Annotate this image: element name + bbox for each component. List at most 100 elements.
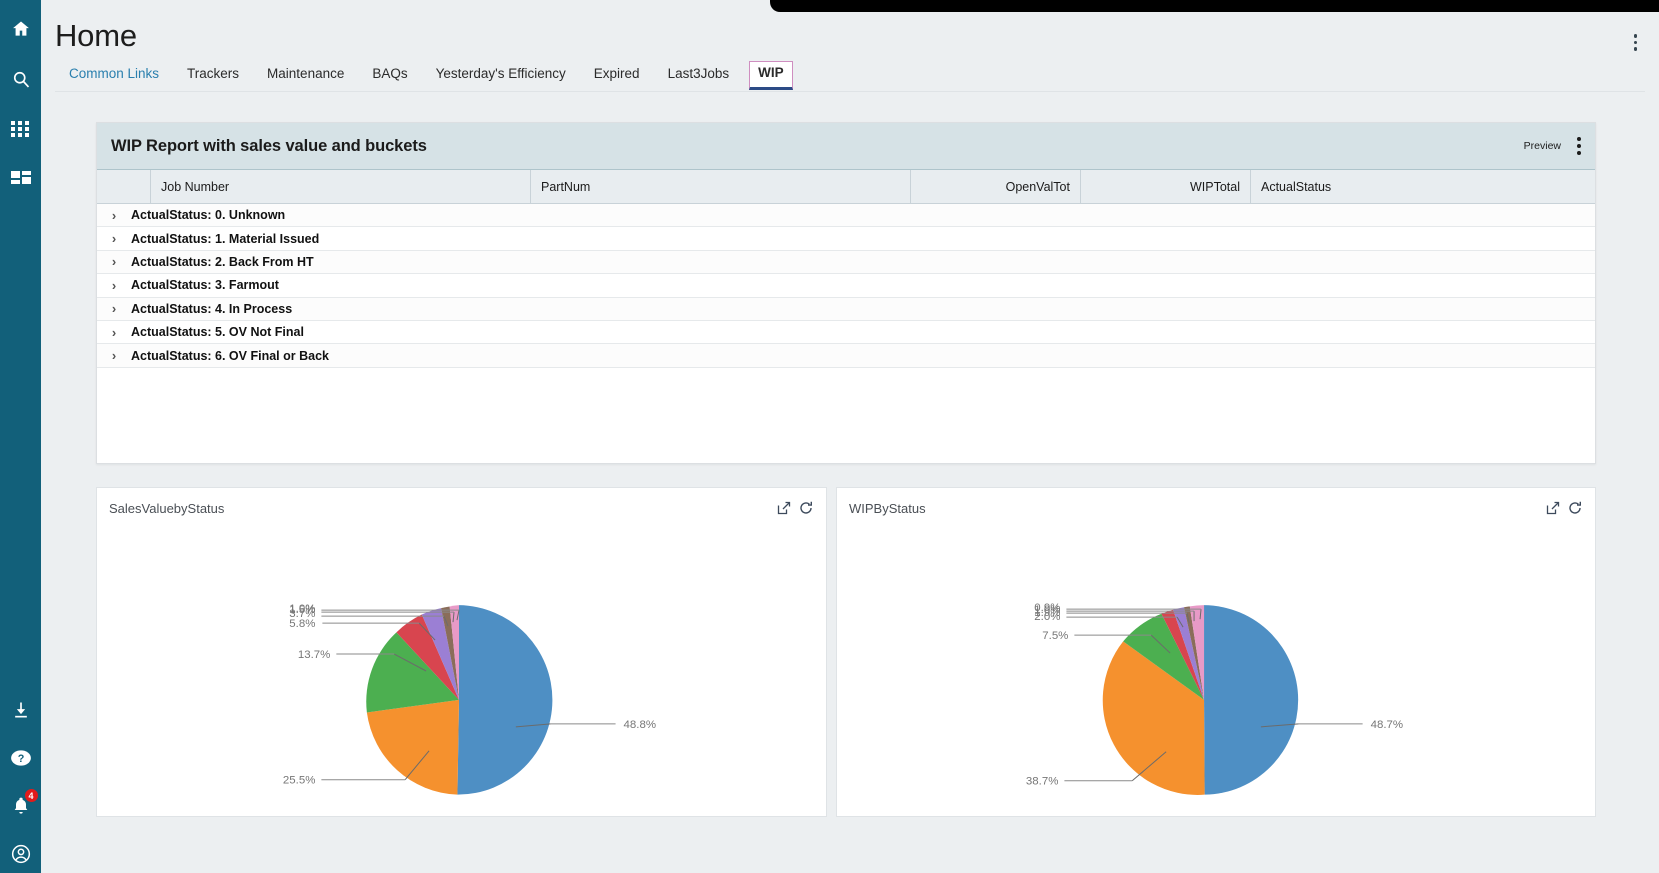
refresh-icon[interactable] <box>798 500 814 516</box>
row-expand-chevron-icon[interactable]: › <box>111 254 117 270</box>
wip-grid-body: › ActualStatus: 0. Unknown › ActualStatu… <box>97 204 1595 368</box>
panel-header: WIPByStatus <box>837 488 1595 528</box>
rail-top-group <box>6 0 36 194</box>
home-icon[interactable] <box>6 14 36 44</box>
help-icon[interactable]: ? <box>6 743 36 773</box>
pie-slice-0-unknown[interactable] <box>1204 605 1299 795</box>
pie-slices <box>366 605 553 795</box>
download-icon[interactable] <box>6 695 36 725</box>
row-expand-chevron-icon[interactable]: › <box>111 231 117 247</box>
kebab-dot <box>1633 47 1637 51</box>
tab-expired[interactable]: Expired <box>593 66 640 81</box>
pie-label-6: 1.0% <box>289 603 315 615</box>
open-in-new-window-icon[interactable] <box>776 500 792 516</box>
wip-grid-header-row: Job Number PartNum OpenValTot WIPTotal A… <box>97 170 1595 204</box>
pie-slice-3-farmout[interactable] <box>1161 609 1205 700</box>
pie-label-3: 2.0% <box>1034 611 1060 623</box>
window-notch <box>770 0 1659 12</box>
page-title: Home <box>55 18 137 53</box>
pie-slice-2-back-from-ht[interactable] <box>366 632 460 713</box>
card-overflow-menu-button[interactable] <box>1577 137 1581 155</box>
pie-leader-lines <box>1064 608 1363 782</box>
pie-chart-svg: 48.8% 25.5% 13.7% 5.8% 3.7% 1.5% 1.0% <box>283 603 656 795</box>
pie-slice-4-in-process[interactable] <box>421 608 460 700</box>
column-header-actualstatus[interactable]: ActualStatus <box>1261 179 1332 194</box>
wip-report-card-header: WIP Report with sales value and buckets … <box>97 123 1595 170</box>
pie-label-5: 1.5% <box>289 604 315 616</box>
row-expand-chevron-icon[interactable]: › <box>111 277 117 293</box>
tab-baqs[interactable]: BAQs <box>372 66 408 81</box>
dashboard-icon[interactable] <box>6 164 36 194</box>
pie-leader-lines <box>321 609 616 781</box>
table-row[interactable]: › ActualStatus: 3. Farmout <box>97 274 1595 298</box>
page-overflow-menu-button[interactable] <box>1633 34 1637 51</box>
pie-slice-0-unknown[interactable] <box>457 605 553 795</box>
pie-label-1: 25.5% <box>283 775 315 787</box>
panel-title: WIPByStatus <box>849 500 926 516</box>
row-expand-chevron-icon[interactable]: › <box>111 324 117 340</box>
open-in-new-window-icon[interactable] <box>1545 500 1561 516</box>
tab-maintenance[interactable]: Maintenance <box>267 66 345 81</box>
tab-yesterdays-efficiency[interactable]: Yesterday's Efficiency <box>435 66 566 81</box>
page-header: Home <box>41 0 1659 54</box>
pie-label-1: 38.7% <box>1026 776 1058 788</box>
table-row[interactable]: › ActualStatus: 2. Back From HT <box>97 250 1595 275</box>
pie-value-labels: 48.7% 38.7% 7.5% 2.0% 1.9% 1.0% 0.9% <box>1026 602 1403 788</box>
table-row[interactable]: › ActualStatus: 1. Material Issued <box>97 227 1595 251</box>
pie-slice-6-ov-final-or-back[interactable] <box>449 605 460 700</box>
kebab-dot <box>1633 34 1637 38</box>
card-header-actions: Preview <box>1524 137 1581 155</box>
wip-report-title: WIP Report with sales value and buckets <box>111 136 427 155</box>
preview-label[interactable]: Preview <box>1523 140 1561 152</box>
row-expand-chevron-icon[interactable]: › <box>111 207 117 223</box>
column-header-job-number[interactable]: Job Number <box>151 170 531 203</box>
row-expand-chevron-icon[interactable]: › <box>111 301 117 317</box>
column-header-wiptotal[interactable]: WIPTotal <box>1081 170 1251 203</box>
sales-value-by-status-panel: SalesValuebyStatus <box>96 487 827 817</box>
group-row-label: ActualStatus: 5. OV Not Final <box>131 325 304 340</box>
row-expand-chevron-icon[interactable]: › <box>111 348 117 364</box>
kebab-dot <box>1577 151 1581 155</box>
apps-grid-icon[interactable] <box>6 114 36 144</box>
panel-header-actions <box>776 500 814 516</box>
pie-slice-6-ov-final-or-back[interactable] <box>1189 605 1205 700</box>
pie-label-2: 7.5% <box>1042 630 1068 642</box>
kebab-dot <box>1577 144 1581 148</box>
tab-last3jobs[interactable]: Last3Jobs <box>667 66 730 81</box>
tab-common-links[interactable]: Common Links <box>69 66 160 81</box>
pie-slice-1-material-issued[interactable] <box>366 699 460 795</box>
pie-label-5: 1.0% <box>1034 604 1060 616</box>
tab-bar: Common Links Trackers Maintenance BAQs Y… <box>55 61 1645 92</box>
user-account-icon[interactable] <box>6 839 36 869</box>
pie-slice-4-in-process[interactable] <box>1173 607 1205 700</box>
tab-trackers[interactable]: Trackers <box>187 66 240 81</box>
panel-header: SalesValuebyStatus <box>97 488 826 528</box>
search-icon[interactable] <box>6 64 36 94</box>
sales-value-pie-chart: 48.8% 25.5% 13.7% 5.8% 3.7% 1.5% 1.0% <box>97 528 826 816</box>
pie-slice-1-material-issued[interactable] <box>1102 641 1205 795</box>
refresh-icon[interactable] <box>1567 500 1583 516</box>
pie-slice-3-farmout[interactable] <box>396 614 460 700</box>
pie-slice-5-ov-not-final[interactable] <box>1184 606 1205 700</box>
rail-bottom-group: ? 4 <box>0 695 41 873</box>
pie-label-4: 1.9% <box>1034 607 1060 619</box>
wip-report-card: WIP Report with sales value and buckets … <box>96 122 1596 464</box>
table-row[interactable]: › ActualStatus: 4. In Process <box>97 297 1595 321</box>
svg-text:?: ? <box>17 753 24 765</box>
notifications-icon[interactable]: 4 <box>6 788 39 821</box>
table-row[interactable]: › ActualStatus: 5. OV Not Final <box>97 320 1595 345</box>
column-header-partnum[interactable]: PartNum <box>531 170 911 203</box>
table-row[interactable]: › ActualStatus: 0. Unknown <box>97 204 1595 228</box>
column-header-openvaltot[interactable]: OpenValTot <box>911 170 1081 203</box>
pie-label-0: 48.7% <box>1371 719 1403 731</box>
group-row-label: ActualStatus: 1. Material Issued <box>131 231 320 246</box>
table-row[interactable]: › ActualStatus: 6. OV Final or Back <box>97 344 1595 368</box>
tab-wip[interactable]: WIP <box>749 61 793 90</box>
pie-label-6: 0.9% <box>1034 602 1060 614</box>
pie-slice-5-ov-not-final[interactable] <box>441 606 460 700</box>
wip-by-status-pie-chart: 48.7% 38.7% 7.5% 2.0% 1.9% 1.0% 0.9% <box>837 528 1595 816</box>
column-header-expander[interactable] <box>97 170 151 203</box>
group-row-label: ActualStatus: 0. Unknown <box>131 208 286 223</box>
group-row-label: ActualStatus: 3. Farmout <box>131 278 279 293</box>
wip-by-status-panel: WIPByStatus <box>836 487 1596 817</box>
